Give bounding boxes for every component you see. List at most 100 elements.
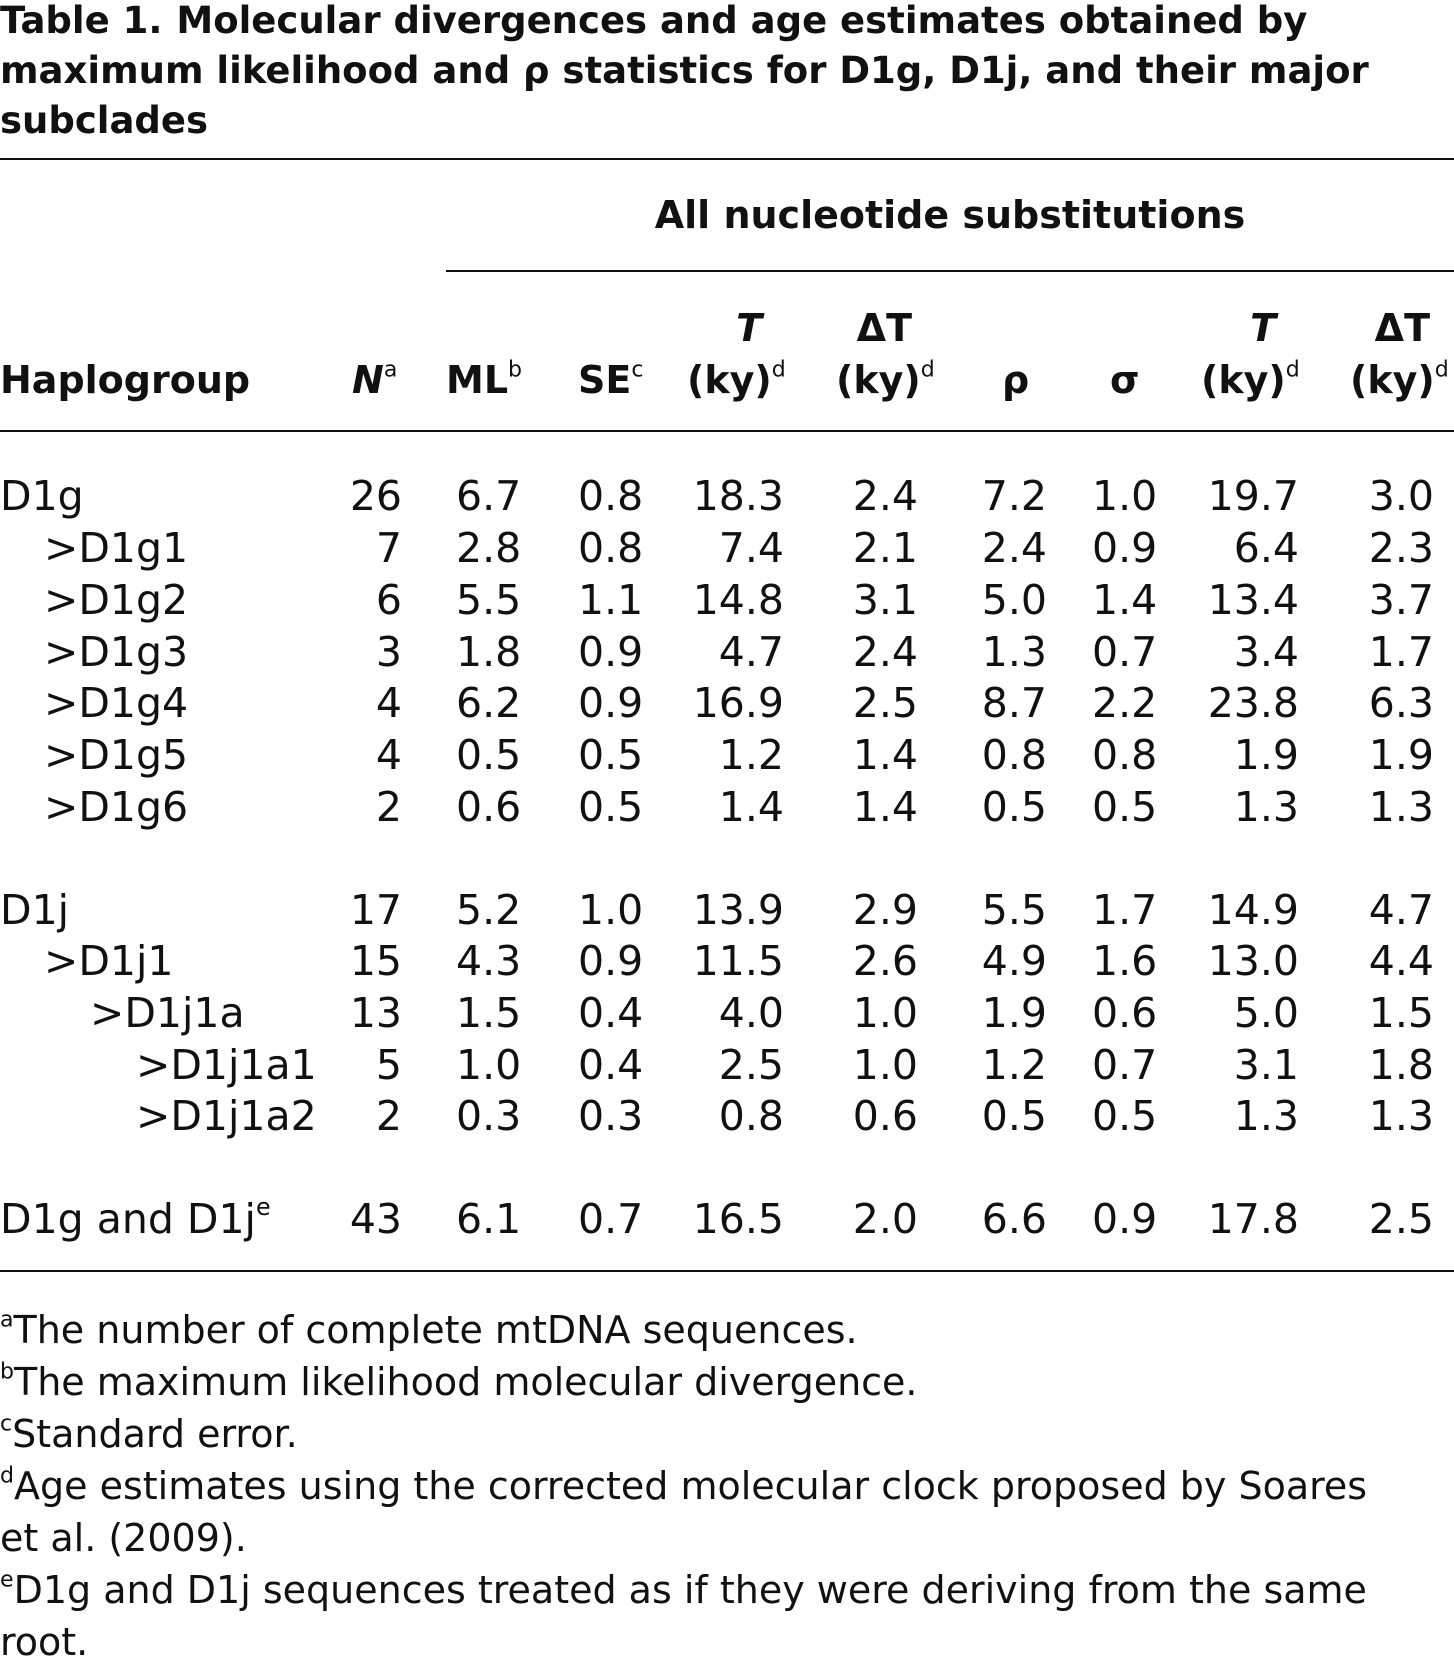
- cell-se: 0.3: [578, 1092, 644, 1140]
- header-t1-top: T: [736, 306, 762, 350]
- cell-t1: 13.9: [692, 886, 784, 934]
- cell-se: 0.5: [578, 783, 644, 831]
- cell-dt2: 3.7: [1368, 576, 1434, 624]
- cell-dt2: 2.3: [1368, 524, 1434, 572]
- cell-haplogroup: >D1j1a: [90, 989, 245, 1037]
- cell-rho: 4.9: [981, 937, 1047, 985]
- cell-haplogroup: D1j: [0, 886, 70, 934]
- cell-haplogroup: >D1g2: [44, 576, 189, 624]
- cell-dt1: 2.4: [852, 628, 918, 676]
- cell-se: 0.7: [578, 1195, 644, 1243]
- cell-sigma: 1.6: [1092, 937, 1158, 985]
- cell-rho: 1.2: [981, 1041, 1047, 1089]
- cell-se: 0.8: [578, 472, 644, 520]
- cell-haplogroup: >D1j1a2: [136, 1092, 317, 1140]
- cell-sigma: 0.9: [1092, 1195, 1158, 1243]
- header-t2-top: T: [1250, 306, 1276, 350]
- cell-haplogroup: >D1g6: [44, 783, 189, 831]
- cell-ml: 1.5: [456, 989, 522, 1037]
- cell-n: 5: [375, 1041, 402, 1089]
- cell-ml: 2.8: [456, 524, 522, 572]
- header-se: SEc: [578, 357, 644, 402]
- cell-t2: 1.3: [1233, 1092, 1299, 1140]
- cell-n: 15: [349, 937, 402, 985]
- footnote: bThe maximum likelihood molecular diverg…: [0, 1359, 918, 1404]
- cell-t1: 16.5: [692, 1195, 784, 1243]
- footnote: dAge estimates using the corrected molec…: [0, 1463, 1368, 1508]
- cell-ml: 5.2: [456, 886, 522, 934]
- cell-sigma: 0.8: [1092, 731, 1158, 779]
- header-haplogroup: Haplogroup: [0, 358, 251, 402]
- cell-ml: 0.6: [456, 783, 522, 831]
- cell-haplogroup: >D1j1: [44, 937, 174, 985]
- cell-n: 2: [375, 1092, 402, 1140]
- cell-rho: 0.8: [981, 731, 1047, 779]
- cell-t1: 4.0: [718, 989, 784, 1037]
- cell-haplogroup: >D1g4: [44, 679, 189, 727]
- cell-dt2: 1.3: [1368, 1092, 1434, 1140]
- cell-sigma: 0.9: [1092, 524, 1158, 572]
- cell-t2: 1.9: [1233, 731, 1299, 779]
- cell-n: 26: [349, 472, 402, 520]
- table-title: Molecular divergences and age estimates …: [0, 0, 1369, 142]
- cell-rho: 0.5: [981, 1092, 1047, 1140]
- cell-dt2: 1.7: [1368, 628, 1434, 676]
- cell-n: 7: [375, 524, 402, 572]
- cell-t1: 16.9: [692, 679, 784, 727]
- spanning-header: All nucleotide substitutions: [654, 193, 1246, 237]
- header-ml: MLb: [446, 357, 523, 402]
- cell-se: 0.9: [578, 937, 644, 985]
- cell-rho: 7.2: [981, 472, 1047, 520]
- cell-t1: 0.8: [718, 1092, 784, 1140]
- cell-sigma: 2.2: [1092, 679, 1158, 727]
- cell-t1: 18.3: [692, 472, 784, 520]
- cell-t1: 1.2: [718, 731, 784, 779]
- cell-t2: 14.9: [1207, 886, 1299, 934]
- cell-haplogroup: >D1g5: [44, 731, 189, 779]
- cell-n: 13: [349, 989, 402, 1037]
- cell-se: 1.0: [578, 886, 644, 934]
- cell-t2: 23.8: [1207, 679, 1299, 727]
- cell-sigma: 1.7: [1092, 886, 1158, 934]
- cell-sigma: 0.6: [1092, 989, 1158, 1037]
- cell-dt2: 4.7: [1368, 886, 1434, 934]
- cell-se: 0.8: [578, 524, 644, 572]
- cell-dt1: 2.6: [852, 937, 918, 985]
- cell-dt1: 2.0: [852, 1195, 918, 1243]
- cell-haplogroup: >D1g1: [44, 524, 189, 572]
- cell-dt2: 1.8: [1368, 1041, 1434, 1089]
- cell-t2: 3.1: [1233, 1041, 1299, 1089]
- cell-ml: 0.5: [456, 731, 522, 779]
- cell-n: 4: [375, 731, 402, 779]
- cell-dt1: 3.1: [852, 576, 918, 624]
- cell-dt2: 3.0: [1368, 472, 1434, 520]
- cell-t2: 3.4: [1233, 628, 1299, 676]
- table-caption: Table 1. Molecular divergences and age es…: [0, 0, 1454, 146]
- cell-se: 0.9: [578, 679, 644, 727]
- cell-dt2: 4.4: [1368, 937, 1434, 985]
- cell-t1: 7.4: [718, 524, 784, 572]
- cell-se: 0.4: [578, 989, 644, 1037]
- cell-dt2: 1.9: [1368, 731, 1434, 779]
- cell-ml: 5.5: [456, 576, 522, 624]
- header-dt2-top: ΔT: [1374, 306, 1430, 350]
- cell-n: 2: [375, 783, 402, 831]
- header-dt1-top: ΔT: [856, 306, 912, 350]
- cell-rho: 5.0: [981, 576, 1047, 624]
- cell-t1: 2.5: [718, 1041, 784, 1089]
- footnote-continuation: root.: [0, 1620, 89, 1664]
- table-label: Table 1.: [0, 0, 163, 42]
- cell-dt1: 2.5: [852, 679, 918, 727]
- cell-dt1: 1.0: [852, 989, 918, 1037]
- cell-dt2: 1.3: [1368, 783, 1434, 831]
- cell-se: 0.9: [578, 628, 644, 676]
- cell-t2: 19.7: [1207, 472, 1299, 520]
- cell-sigma: 0.7: [1092, 1041, 1158, 1089]
- header-n: Na: [352, 357, 398, 402]
- cell-t2: 13.4: [1207, 576, 1299, 624]
- footnote: cStandard error.: [0, 1411, 298, 1456]
- cell-t2: 5.0: [1233, 989, 1299, 1037]
- cell-sigma: 1.4: [1092, 576, 1158, 624]
- cell-se: 1.1: [578, 576, 644, 624]
- cell-dt1: 2.4: [852, 472, 918, 520]
